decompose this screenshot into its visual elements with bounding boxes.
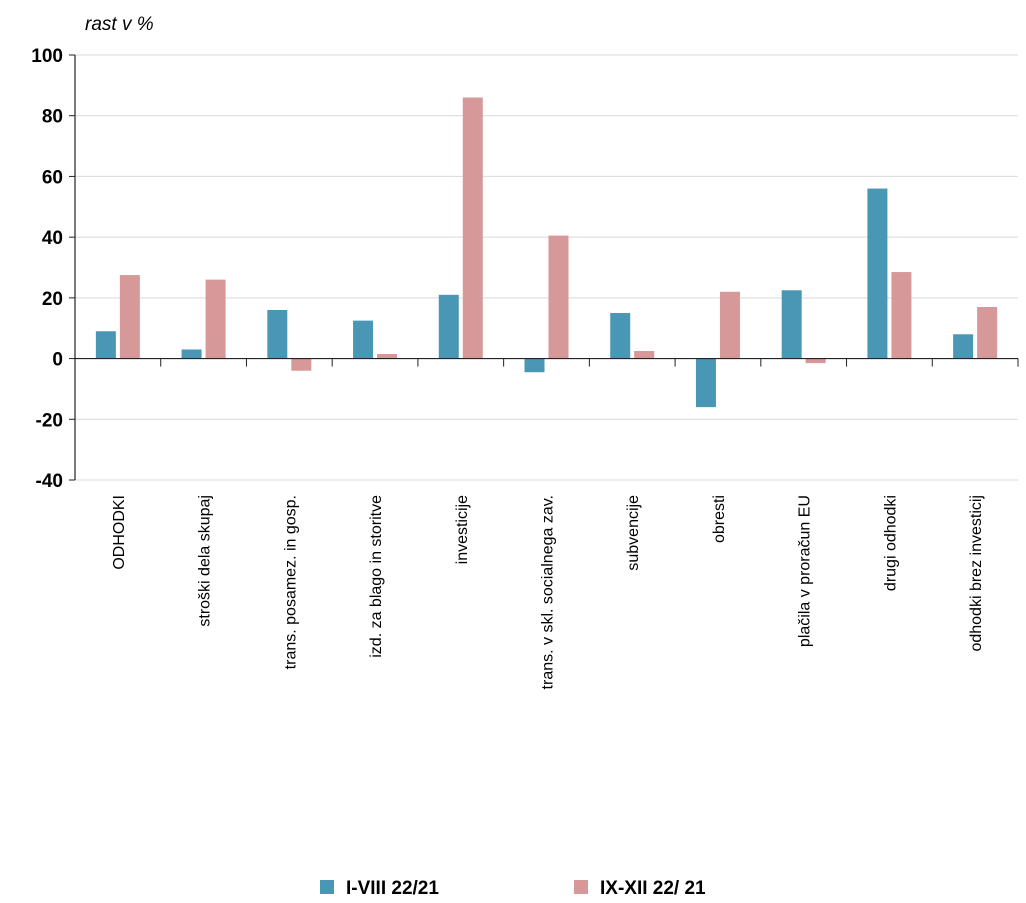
bar-i-viii <box>953 334 974 359</box>
bar-ix-xii <box>548 235 569 359</box>
bar-i-viii <box>181 349 202 359</box>
bar-i-viii <box>867 188 888 359</box>
bar-ix-xii <box>119 275 140 359</box>
y-tick-label: 0 <box>52 350 63 371</box>
y-tick-label: 80 <box>42 107 63 128</box>
x-tick-labels: ODHODKI stroški dela skupaj trans. posamez… <box>111 495 985 690</box>
x-tick-label: trans. v skl. socialnega zav. <box>540 495 557 689</box>
legend-label: IX-XII 22/ 21 <box>600 878 706 899</box>
legend: I-VIII 22/21 IX-XII 22/ 21 <box>320 878 706 899</box>
x-tick-label: stroški dela skupaj <box>197 495 214 627</box>
bar-ix-xii <box>377 354 398 359</box>
x-tick-label: trans. posamez. in gosp. <box>282 495 299 669</box>
bar-i-viii <box>695 358 716 408</box>
y-tick-label: 60 <box>42 167 63 188</box>
bar-i-viii <box>438 294 459 359</box>
legend-swatch <box>574 880 588 894</box>
bar-i-viii <box>95 331 116 359</box>
bar-i-viii <box>610 313 631 359</box>
x-tick-label: odhodki brez investicij <box>968 495 985 652</box>
bar-ix-xii <box>205 279 226 359</box>
y-tick-label: 20 <box>42 289 63 310</box>
x-tick-label: obresti <box>711 495 728 543</box>
x-tick-label: plačila v proračun EU <box>797 495 814 647</box>
bar-ix-xii <box>805 358 826 364</box>
y-tick-label: -20 <box>36 410 63 431</box>
bar-ix-xii <box>977 306 998 359</box>
legend-swatch <box>320 880 334 894</box>
x-tick-label: drugi odhodki <box>882 495 899 591</box>
y-tick-label: -40 <box>36 471 63 492</box>
gridlines <box>75 54 1018 481</box>
y-axis-title: rast v % <box>85 14 154 35</box>
x-tick-label: subvencije <box>625 495 642 571</box>
bar-i-viii <box>781 290 802 359</box>
y-tick-label: 100 <box>31 46 63 67</box>
y-tick-labels: 100 80 60 40 20 0 -20 -40 <box>31 46 63 492</box>
bar-ix-xii <box>719 291 740 359</box>
bar-ix-xii <box>462 97 483 359</box>
x-tick-label: izd. za blago in storitve <box>368 495 385 658</box>
x-tick-label: ODHODKI <box>111 495 128 570</box>
legend-label: I-VIII 22/21 <box>346 878 439 899</box>
bar-ix-xii <box>634 350 655 359</box>
bar-ix-xii <box>891 272 912 359</box>
bar-i-viii <box>524 358 545 373</box>
bars <box>95 97 998 408</box>
y-tick-label: 40 <box>42 228 63 249</box>
bar-i-viii <box>267 310 288 359</box>
x-tick-label: investicije <box>454 495 471 564</box>
bar-i-viii <box>353 320 374 359</box>
axes <box>69 54 1019 481</box>
bar-ix-xii <box>291 358 312 371</box>
